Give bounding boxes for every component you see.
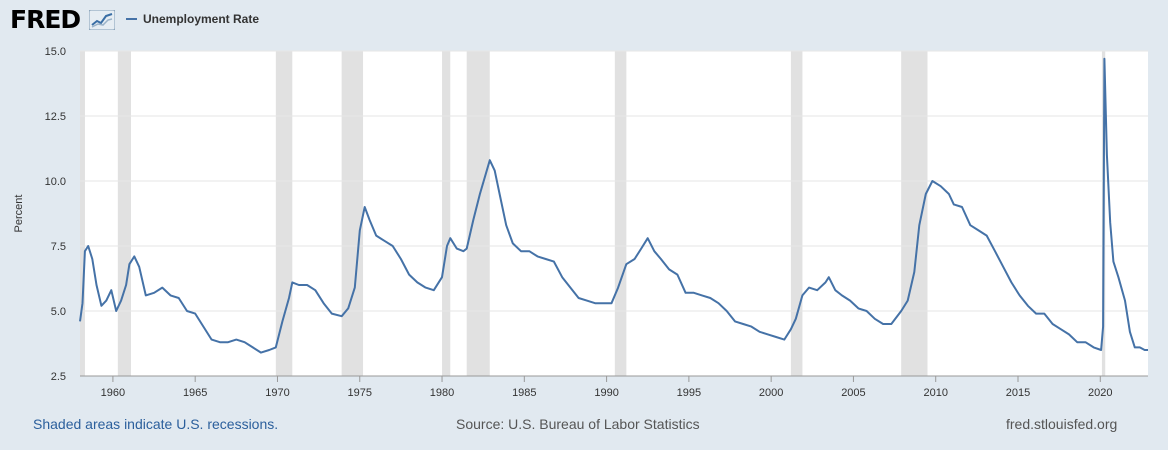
line-chart-icon — [89, 10, 115, 30]
y-axis-label: Percent — [13, 195, 25, 233]
fred-url[interactable]: fred.stlouisfed.org — [1006, 416, 1118, 432]
recession-band — [790, 51, 803, 376]
x-tick-label: 1995 — [677, 387, 701, 399]
chart-header: FRED Unemployment Rate — [0, 0, 1168, 40]
recession-band — [614, 51, 627, 376]
chart-legend[interactable]: Unemployment Rate — [126, 11, 259, 27]
recession-band — [466, 51, 490, 376]
y-tick-label: 15.0 — [45, 46, 66, 58]
x-tick-label: 2020 — [1088, 387, 1112, 399]
x-tick-label: 1990 — [594, 387, 618, 399]
x-tick-label: 2015 — [1006, 387, 1030, 399]
x-tick-label: 1970 — [265, 387, 289, 399]
plot-area — [80, 51, 1148, 376]
x-tick-label: 1980 — [430, 387, 454, 399]
recession-band — [275, 51, 293, 376]
recession-band — [117, 51, 132, 376]
legend-series-name: Unemployment Rate — [143, 12, 260, 26]
line-chart[interactable]: 2.5 5.0 7.5 10.0 12.5 15.0 1960 1965 1970 1975 198… — [0, 40, 1168, 410]
recession-note[interactable]: Shaded areas indicate U.S. recessions. — [33, 416, 279, 432]
recession-band — [341, 51, 364, 376]
x-tick-label: 2000 — [759, 387, 783, 399]
y-tick-label: 12.5 — [45, 111, 66, 123]
data-source: Source: U.S. Bureau of Labor Statistics — [456, 416, 700, 432]
recession-band — [442, 51, 451, 376]
series-line-unemployment-rate[interactable] — [79, 57, 1148, 354]
x-tick-label: 1975 — [348, 387, 372, 399]
recession-band — [901, 51, 928, 376]
recession-band — [80, 51, 85, 376]
x-tick-label: 2010 — [923, 387, 947, 399]
fred-logo[interactable]: FRED — [10, 5, 81, 34]
x-tick-label: 2005 — [841, 387, 865, 399]
y-tick-label: 10.0 — [45, 176, 66, 188]
x-tick-label: 1960 — [101, 387, 125, 399]
y-tick-label: 5.0 — [51, 306, 66, 318]
y-tick-label: 2.5 — [51, 371, 66, 383]
x-tick-label: 1965 — [183, 387, 207, 399]
legend-swatch — [126, 18, 137, 20]
y-tick-label: 7.5 — [51, 241, 66, 253]
x-tick-label: 1985 — [512, 387, 536, 399]
